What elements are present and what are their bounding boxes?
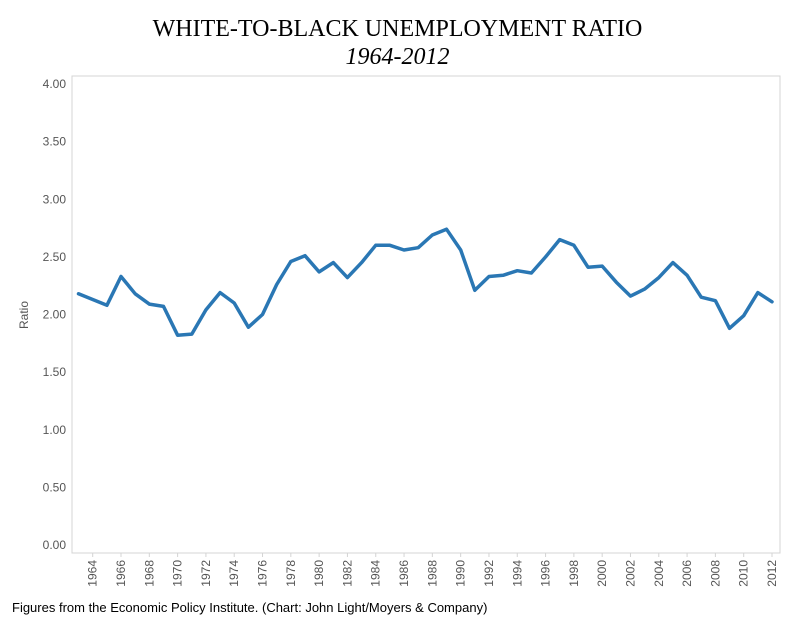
x-tick-label: 2012 [765, 560, 779, 587]
plot-frame [71, 75, 781, 554]
x-tick-label: 1972 [199, 560, 213, 587]
y-tick-label: 0.50 [43, 480, 67, 494]
x-tick-label: 1968 [142, 560, 156, 587]
x-tick-label: 1966 [114, 560, 128, 587]
x-tick-label: 2006 [680, 560, 694, 587]
x-tick-label: 1986 [397, 560, 411, 587]
series-line [76, 227, 774, 337]
x-tick-label: 2008 [708, 560, 722, 587]
x-tick-label: 1974 [227, 560, 241, 587]
x-tick-label: 1964 [86, 560, 100, 587]
chart-subtitle: 1964-2012 [345, 44, 450, 70]
x-tick-label: 2000 [595, 560, 609, 587]
y-tick-label: 1.50 [43, 365, 67, 379]
source-footer: Figures from the Economic Policy Institu… [12, 600, 488, 615]
chart-title: WHITE-TO-BLACK UNEMPLOYMENT RATIO [152, 16, 643, 42]
x-tick-label: 1978 [284, 560, 298, 587]
x-tick-label: 1996 [539, 560, 553, 587]
x-tick-label: 1970 [171, 560, 185, 587]
y-axis-label: Ratio [17, 301, 31, 329]
x-tick-label: 2002 [623, 560, 637, 587]
y-tick-label: 0.00 [43, 538, 67, 552]
y-tick-label: 4.00 [43, 77, 67, 91]
x-tick-label: 1988 [425, 560, 439, 587]
x-tick-label: 1998 [567, 560, 581, 587]
y-tick-label: 3.00 [43, 192, 67, 206]
x-tick-label: 1980 [312, 560, 326, 587]
x-tick-label: 1984 [369, 560, 383, 587]
x-tick-label: 1982 [340, 560, 354, 587]
y-tick-label: 3.50 [43, 135, 67, 149]
x-tick-label: 1990 [454, 560, 468, 587]
y-tick-label: 2.00 [43, 308, 67, 322]
x-tick-label: 2010 [737, 560, 751, 587]
y-tick-label: 1.00 [43, 423, 67, 437]
x-tick-label: 1994 [510, 560, 524, 587]
y-tick-label: 2.50 [43, 250, 67, 264]
x-tick-label: 1992 [482, 560, 496, 587]
x-tick-label: 2004 [652, 560, 666, 587]
x-tick-label: 1976 [256, 560, 270, 587]
